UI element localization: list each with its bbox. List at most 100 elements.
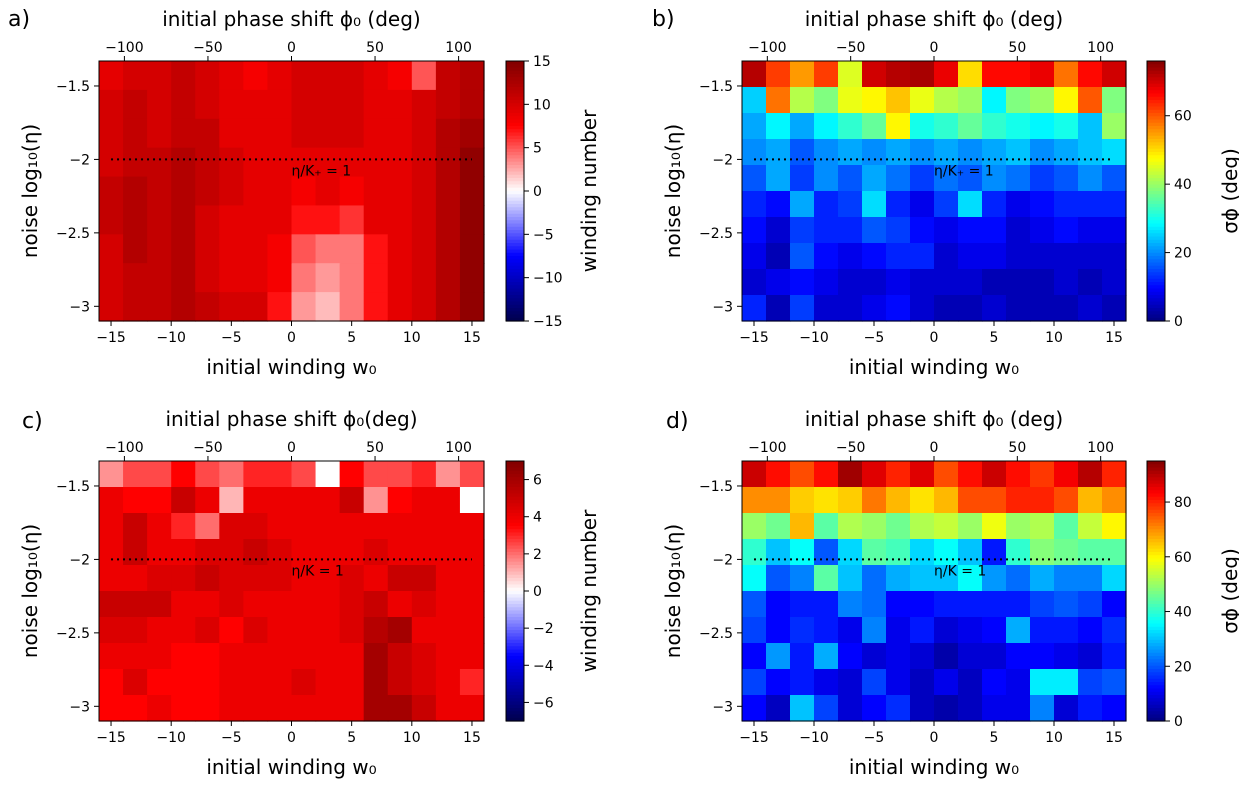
heatmap-cell: [1078, 695, 1103, 722]
colorbar-segment: [506, 711, 524, 716]
heatmap-cell: [982, 695, 1007, 722]
heatmap-cell: [1006, 591, 1031, 618]
x-tick-label: −5: [221, 330, 242, 346]
colorbar-segment: [506, 500, 524, 504]
heatmap-cell: [123, 461, 148, 488]
heatmap-cell: [790, 461, 815, 488]
colorbar-segment: [1147, 282, 1165, 286]
heatmap-cell: [411, 539, 437, 566]
heatmap-cell: [435, 461, 461, 488]
colorbar-segment: [1147, 630, 1165, 634]
heatmap-cell: [411, 89, 437, 120]
heatmap-cell: [195, 61, 220, 91]
heatmap-cell: [814, 165, 839, 192]
colorbar: −15 −10 −5 0 5 10 15 winding number: [505, 54, 601, 330]
annotation-label: η/K = 1: [934, 563, 986, 579]
colorbar-segment: [1147, 220, 1165, 225]
heatmap-cell: [1030, 217, 1055, 244]
heatmap-cell: [814, 695, 839, 722]
heatmap-cell: [459, 176, 485, 207]
heatmap-cell: [910, 565, 935, 592]
heatmap-cell: [742, 165, 767, 192]
heatmap-cell: [99, 669, 124, 696]
colorbar-segment: [1147, 152, 1165, 156]
heatmap-cell: [123, 513, 148, 540]
heatmap-cell: [339, 617, 365, 644]
heatmap-cell: [99, 205, 124, 235]
colorbar: 0 20 40 60 σϕ (deg): [1146, 60, 1239, 330]
heatmap-cell: [1030, 539, 1055, 566]
colorbar-segment: [506, 535, 524, 540]
heatmap-cell: [742, 243, 767, 270]
heatmap-cell: [171, 118, 196, 149]
colorbar-segment: [1147, 483, 1165, 488]
heatmap-cell: [219, 513, 244, 540]
colorbar-segment: [1147, 135, 1165, 140]
heatmap-cell: [267, 539, 293, 566]
colorbar-segment: [1147, 600, 1165, 605]
y-tick-label: −2.5: [699, 626, 733, 642]
heatmap-cell: [99, 89, 124, 120]
colorbar-segment: [1147, 226, 1165, 231]
colorbar-segment: [506, 174, 524, 179]
top-x-tick-label: 0: [930, 40, 939, 56]
heatmap-cell: [147, 263, 172, 293]
heatmap-cell: [766, 165, 791, 192]
x-tick-label: −10: [156, 730, 186, 746]
colorbar-segment: [506, 285, 524, 290]
heatmap-cell: [243, 487, 269, 514]
colorbar-segment: [1147, 311, 1165, 316]
x-tick-label: 5: [990, 730, 999, 746]
colorbar-segment: [506, 581, 524, 586]
colorbar-segment: [506, 698, 524, 703]
top-x-axis-label: initial phase shift ϕ₀ (deg): [805, 7, 1063, 31]
heatmap-cell: [1054, 513, 1079, 540]
heatmap-cell: [934, 565, 959, 592]
colorbar-segment: [506, 61, 524, 65]
colorbar-segment: [506, 155, 524, 160]
heatmap-cell: [982, 539, 1007, 566]
heatmap-cell: [435, 643, 461, 670]
heatmap-cell: [934, 191, 959, 218]
x-tick-label: −10: [156, 330, 186, 346]
heatmap-cell: [862, 191, 887, 218]
heatmap-cell: [838, 269, 863, 296]
heatmap-cell: [982, 461, 1007, 488]
colorbar-segment: [506, 477, 524, 482]
heatmap-cell: [838, 243, 863, 270]
colorbar-segment: [506, 639, 524, 644]
x-tick-label: 15: [463, 330, 481, 346]
heatmap-cell: [1054, 487, 1079, 514]
y-axis-label: noise log₁₀(η): [661, 524, 685, 658]
colorbar-segment: [506, 278, 524, 283]
heatmap-cell: [742, 643, 767, 670]
heatmap-cell: [243, 176, 269, 207]
y-tick-label: −2: [69, 152, 90, 168]
colorbar-segment: [1147, 223, 1165, 228]
colorbar-segment: [506, 64, 524, 69]
heatmap-cell: [315, 695, 341, 722]
colorbar-segment: [506, 665, 524, 670]
heatmap-cell: [459, 565, 485, 592]
colorbar-segment: [1147, 178, 1165, 182]
heatmap-cell: [411, 205, 437, 235]
heatmap-cell: [910, 217, 935, 244]
heatmap-cell: [1102, 591, 1127, 618]
panel-label: c): [22, 409, 43, 434]
colorbar-segment: [506, 142, 524, 147]
colorbar-tick-label: 0: [533, 184, 542, 200]
heatmap-cell: [742, 591, 767, 618]
colorbar-segment: [1147, 67, 1165, 72]
heatmap-cell: [886, 487, 911, 514]
colorbar-segment: [506, 555, 524, 560]
colorbar-segment: [1147, 639, 1165, 644]
colorbar-segment: [506, 207, 524, 212]
heatmap-cell: [958, 269, 983, 296]
heatmap-cell: [790, 643, 815, 670]
heatmap-cell: [123, 61, 148, 91]
annotation-label: η/K = 1: [292, 563, 344, 579]
colorbar-segment: [506, 470, 524, 475]
heatmap-cell: [1030, 165, 1055, 192]
colorbar-segment: [1147, 191, 1165, 195]
top-x-tick-label: 100: [445, 440, 472, 456]
